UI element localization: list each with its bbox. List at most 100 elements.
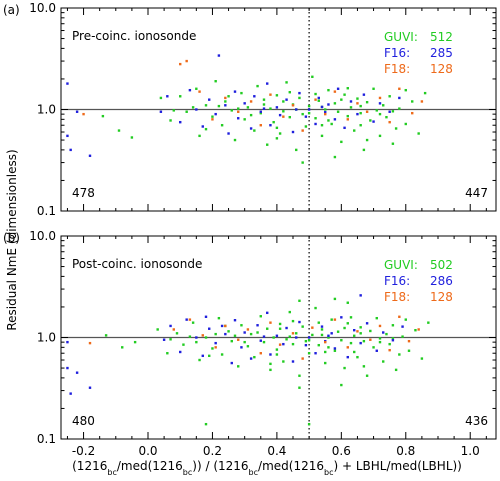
scatter-point-f16	[375, 349, 378, 352]
scatter-point-f18	[291, 104, 295, 107]
scatter-point-guvi	[288, 115, 291, 119]
scatter-point-f16	[336, 87, 340, 90]
legend-label-f18: F18:	[384, 62, 410, 76]
scatter-point-guvi	[185, 110, 188, 113]
scatter-point-f16	[185, 318, 188, 321]
scatter-point-f16	[262, 107, 266, 110]
scatter-point-f18	[201, 334, 204, 337]
scatter-point-guvi	[394, 368, 398, 372]
panel-label: (a)	[3, 3, 20, 17]
scatter-point-f16	[233, 90, 237, 93]
y-tick-label: 1.0	[37, 103, 56, 117]
scatter-point-guvi	[298, 299, 301, 302]
scatter-point-guvi	[182, 343, 185, 346]
scatter-point-f18	[224, 96, 227, 100]
panel-b: 0.1 1.0 10.0 -0.2 0.0 0.2 0.4 0.6 0.8 1.0 (b) Post-…	[3, 229, 497, 458]
scatter-point-guvi	[398, 107, 401, 110]
scatter-point-f18	[185, 59, 188, 63]
scatter-point-f16	[256, 324, 259, 327]
scatter-point-guvi	[295, 332, 298, 335]
scatter-point-guvi	[237, 107, 240, 110]
scatter-point-f16	[278, 113, 282, 117]
scatter-point-f16	[88, 154, 92, 157]
scatter-point-guvi	[278, 327, 282, 330]
scatter-point-f18	[172, 328, 175, 331]
scatter-point-guvi	[133, 340, 137, 344]
scatter-point-f16	[243, 331, 246, 334]
scatter-point-guvi	[317, 321, 320, 324]
scatter-point-f18	[398, 315, 401, 318]
scatter-point-f18	[356, 102, 359, 105]
scatter-point-f18	[237, 110, 240, 113]
scatter-point-f16	[298, 91, 301, 95]
scatter-point-f16	[275, 334, 279, 337]
scatter-point-guvi	[288, 91, 291, 94]
scatter-point-guvi	[391, 110, 395, 113]
scatter-point-f16	[359, 294, 362, 297]
scatter-point-f16	[307, 336, 311, 339]
scatter-point-guvi	[423, 91, 427, 95]
x-tick-label: 0.6	[332, 444, 351, 458]
scatter-point-guvi	[307, 422, 311, 426]
count-right: 447	[465, 186, 488, 200]
scatter-point-guvi	[220, 124, 224, 127]
scatter-point-guvi	[411, 100, 414, 103]
scatter-point-guvi	[378, 337, 382, 340]
scatter-point-f16	[291, 360, 295, 363]
x-tick-label: 1.0	[461, 444, 480, 458]
legend-label-f16: F16:	[384, 274, 410, 288]
legend-label-f18: F18:	[384, 290, 410, 304]
scatter-point-f16	[66, 340, 69, 344]
scatter-point-f18	[407, 339, 411, 343]
scatter-point-guvi	[356, 355, 359, 359]
scatter-point-guvi	[388, 342, 391, 346]
scatter-point-f16	[75, 371, 79, 374]
scatter-point-guvi	[266, 143, 269, 146]
legend: GUVI: 502 F16: 286 F18: 128	[384, 258, 453, 304]
scatter-point-guvi	[307, 111, 311, 115]
scatter-point-guvi	[285, 81, 288, 84]
scatter-point-guvi	[204, 104, 208, 107]
scatter-point-guvi	[191, 106, 195, 109]
scatter-point-guvi	[253, 129, 256, 132]
scatter-point-guvi	[327, 336, 330, 339]
scatter-point-f18	[269, 93, 272, 96]
scatter-point-guvi	[333, 297, 337, 301]
scatter-point-guvi	[333, 349, 337, 352]
scatter-point-f16	[188, 88, 192, 92]
scatter-point-guvi	[346, 322, 349, 325]
scatter-point-f16	[359, 341, 362, 345]
scatter-point-f16	[208, 98, 211, 101]
scatter-point-f16	[214, 341, 217, 345]
scatter-point-guvi	[211, 347, 214, 350]
scatter-point-f18	[278, 343, 282, 346]
scatter-point-f18	[249, 100, 253, 103]
scatter-point-guvi	[359, 111, 362, 115]
scatter-point-guvi	[320, 134, 324, 138]
scatter-point-f18	[324, 112, 327, 116]
scatter-point-guvi	[208, 354, 211, 358]
scatter-point-f18	[224, 324, 227, 328]
scatter-point-guvi	[378, 340, 382, 344]
y-tick-label: 1.0	[37, 331, 56, 345]
scatter-point-f16	[179, 120, 182, 124]
scatter-point-f16	[243, 102, 246, 105]
scatter-point-f18	[388, 120, 391, 124]
panel-a: 0.1 1.0 10.0 (a) Pre-coinc. ionosonde GUVI: 51…	[3, 1, 497, 218]
scatter-point-guvi	[324, 361, 327, 365]
y-axis-label: Residual NmE (dimensionless)	[5, 149, 19, 330]
scatter-point-f18	[398, 87, 401, 90]
scatter-point-f18	[346, 346, 349, 349]
scatter-point-guvi	[330, 122, 333, 126]
scatter-point-guvi	[262, 103, 266, 106]
scatter-point-f16	[259, 339, 262, 342]
scatter-point-f16	[249, 357, 253, 360]
scatter-point-guvi	[291, 342, 295, 346]
scatter-point-f16	[208, 327, 211, 330]
scatter-point-f18	[369, 338, 372, 341]
scatter-point-guvi	[394, 127, 398, 130]
scatter-point-guvi	[198, 358, 201, 362]
scatter-point-guvi	[314, 117, 317, 120]
scatter-point-f16	[230, 361, 233, 365]
